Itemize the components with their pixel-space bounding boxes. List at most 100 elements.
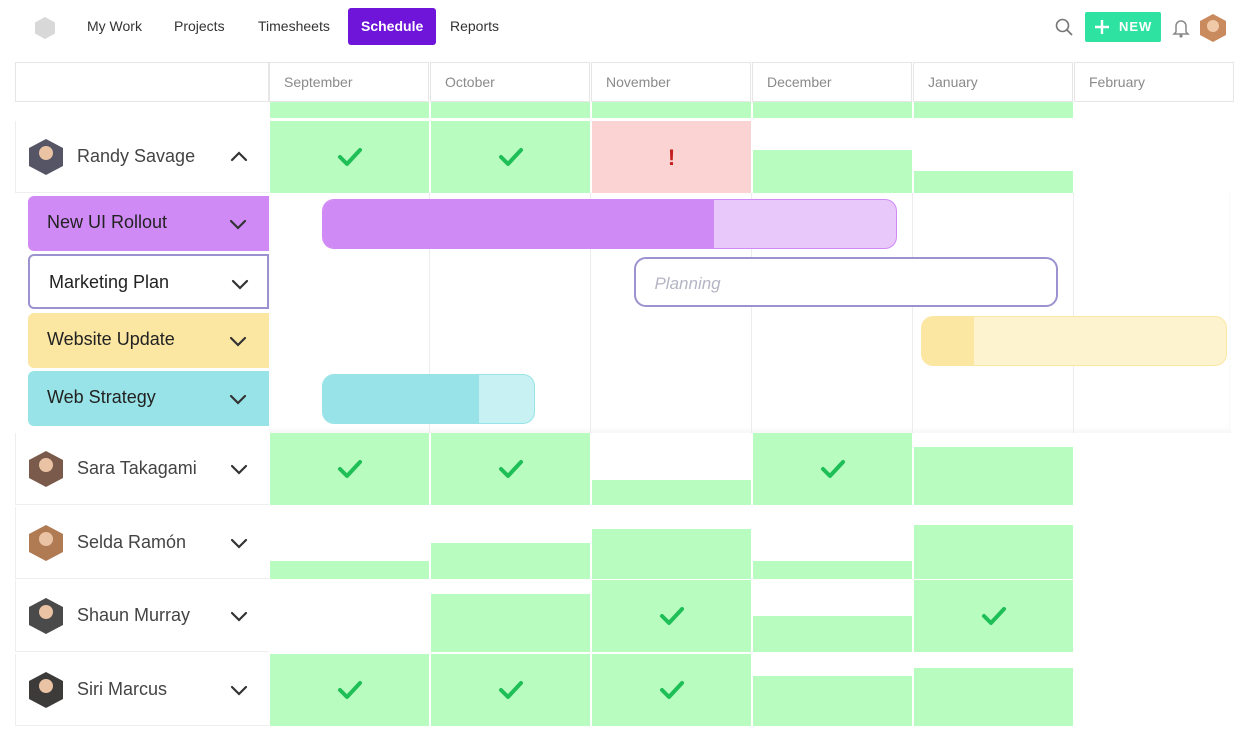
check-icon xyxy=(981,606,1007,631)
check-icon xyxy=(498,459,524,484)
new-label: NEW xyxy=(1119,19,1153,34)
nav-item[interactable]: Reports xyxy=(450,18,500,34)
month-header: September xyxy=(269,62,429,102)
expand-toggle[interactable] xyxy=(228,214,248,239)
month-divider xyxy=(429,193,430,433)
project-progress xyxy=(323,200,715,248)
month-divider xyxy=(1073,193,1074,433)
check-icon xyxy=(659,606,685,631)
month-header: December xyxy=(752,62,912,102)
month-divider xyxy=(590,193,591,433)
load-bar xyxy=(753,149,912,193)
bell-icon[interactable] xyxy=(1172,18,1190,38)
expand-toggle[interactable] xyxy=(229,680,249,705)
expand-toggle[interactable] xyxy=(228,389,248,414)
check-icon xyxy=(337,147,363,172)
project-bar xyxy=(921,316,1227,366)
expand-toggle[interactable] xyxy=(229,533,249,558)
project-bar xyxy=(322,374,535,424)
person-name: Randy Savage xyxy=(77,146,196,166)
person-cell xyxy=(15,121,269,193)
load-bar xyxy=(914,171,1073,193)
user-avatar[interactable] xyxy=(1199,13,1227,43)
expand-toggle[interactable] xyxy=(229,606,249,631)
project-label[interactable]: New UI Rollout xyxy=(28,196,269,251)
corner-cell xyxy=(15,62,269,102)
month-header: October xyxy=(430,62,590,102)
load-bar xyxy=(270,561,429,579)
person-cell xyxy=(15,433,269,505)
over-cell xyxy=(592,121,751,193)
person-name: Siri Marcus xyxy=(77,679,168,699)
load-bar xyxy=(592,528,751,579)
load-bar xyxy=(592,654,751,726)
load-bar xyxy=(431,433,590,505)
load-bar xyxy=(592,580,751,652)
partial-cell xyxy=(914,102,1073,118)
expand-toggle[interactable] xyxy=(230,274,250,299)
load-bar xyxy=(270,433,429,505)
new-button[interactable]: NEW xyxy=(1085,12,1161,42)
load-bar xyxy=(753,616,912,652)
search-icon[interactable] xyxy=(1055,18,1073,36)
project-progress xyxy=(922,317,974,365)
nav-item[interactable]: Schedule xyxy=(348,8,437,45)
load-bar xyxy=(431,121,590,193)
person-name: Selda Ramón xyxy=(77,532,187,552)
month-header: January xyxy=(913,62,1073,102)
month-header: February xyxy=(1074,62,1234,102)
load-bar xyxy=(431,594,590,652)
project-name: New UI Rollout xyxy=(47,212,168,232)
check-icon xyxy=(659,680,685,705)
partial-cell xyxy=(270,102,429,118)
avatar xyxy=(28,450,64,493)
partial-cell xyxy=(431,102,590,118)
load-bar xyxy=(753,675,912,726)
expand-toggle[interactable] xyxy=(229,459,249,484)
project-name: Web Strategy xyxy=(47,387,156,407)
load-bar xyxy=(753,433,912,505)
project-name: Marketing Plan xyxy=(49,272,170,292)
project-status: Planning xyxy=(654,274,721,293)
month-header: November xyxy=(591,62,751,102)
expand-toggle[interactable] xyxy=(229,147,249,172)
project-bar: Planning xyxy=(634,257,1058,307)
check-icon xyxy=(498,680,524,705)
project-label[interactable]: Marketing Plan xyxy=(28,254,269,309)
project-label[interactable]: Web Strategy xyxy=(28,371,269,426)
avatar xyxy=(28,597,64,640)
person-cell xyxy=(15,507,269,579)
load-bar xyxy=(753,561,912,579)
avatar xyxy=(28,524,64,567)
check-icon xyxy=(820,459,846,484)
load-bar xyxy=(431,654,590,726)
partial-cell xyxy=(592,102,751,118)
project-progress xyxy=(323,375,480,423)
over-label: ! xyxy=(667,145,676,170)
project-bar xyxy=(322,199,897,249)
month-divider xyxy=(912,193,913,433)
project-name: Website Update xyxy=(47,329,175,349)
check-icon xyxy=(337,680,363,705)
nav-item[interactable]: Timesheets xyxy=(258,18,330,34)
person-name: Sara Takagami xyxy=(77,458,197,478)
load-bar xyxy=(914,668,1073,726)
load-bar xyxy=(270,654,429,726)
load-bar xyxy=(914,525,1073,579)
nav-item[interactable]: Projects xyxy=(174,18,225,34)
load-bar xyxy=(914,580,1073,652)
logo[interactable] xyxy=(34,16,56,40)
avatar xyxy=(28,671,64,714)
month-divider xyxy=(751,193,752,433)
load-bar xyxy=(431,543,590,579)
check-icon xyxy=(498,147,524,172)
avatar xyxy=(28,138,64,181)
load-bar xyxy=(914,447,1073,505)
expand-toggle[interactable] xyxy=(228,331,248,356)
person-cell xyxy=(15,654,269,726)
person-cell xyxy=(15,580,269,652)
load-bar xyxy=(270,121,429,193)
project-label[interactable]: Website Update xyxy=(28,313,269,368)
nav-item[interactable]: My Work xyxy=(87,18,142,34)
